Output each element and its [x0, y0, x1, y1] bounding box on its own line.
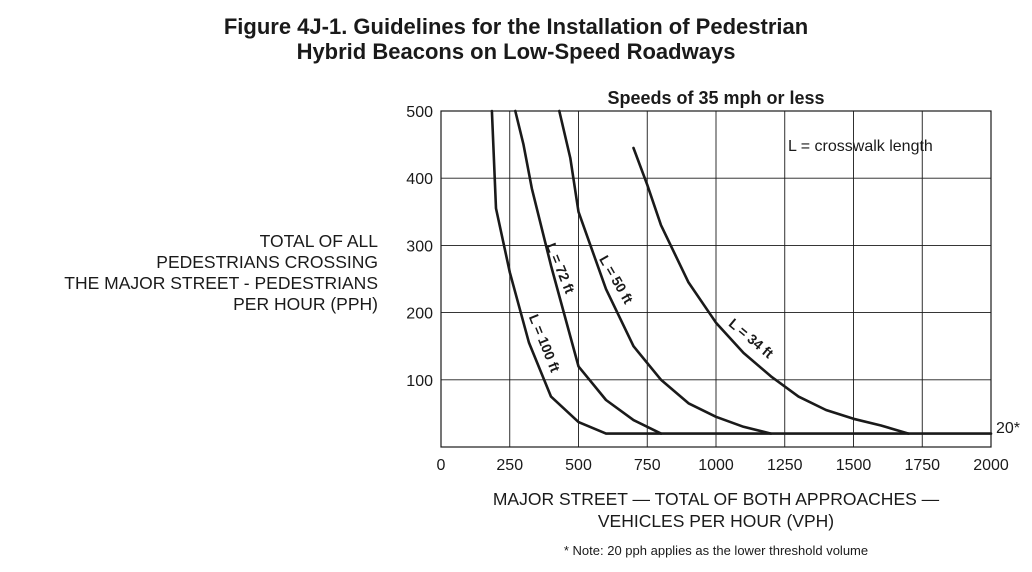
curve-l-50-ft: [557, 109, 773, 435]
chart-title: Figure 4J-1. Guidelines for the Installa…: [0, 14, 1032, 64]
curve-l-100-ft: [490, 109, 993, 435]
x-tick-label: 0: [437, 457, 446, 474]
y-axis-label: TOTAL OF ALL PEDESTRIANS CROSSING THE MA…: [64, 231, 378, 315]
y-tick-label: 300: [406, 238, 433, 255]
y-axis-label-line-2: PEDESTRIANS CROSSING: [156, 252, 378, 272]
threshold-label: 20*: [996, 420, 1020, 437]
curve-label-l-72-ft: L = 72 ft: [543, 241, 578, 296]
crosswalk-length-note: L = crosswalk length: [788, 138, 933, 155]
x-tick-label: 1250: [767, 457, 803, 474]
y-tick-label: 500: [406, 104, 433, 121]
y-axis-label-line-1: TOTAL OF ALL: [259, 231, 378, 251]
y-tick-label: 200: [406, 306, 433, 323]
x-tick-label: 1750: [904, 457, 940, 474]
chart-subtitle: Speeds of 35 mph or less: [607, 88, 824, 108]
y-axis-label-line-3: THE MAJOR STREET - PEDESTRIANS: [64, 273, 378, 293]
grid: [440, 110, 992, 448]
y-axis-label-line-4: PER HOUR (PPH): [233, 294, 378, 314]
footnote: * Note: 20 pph applies as the lower thre…: [563, 543, 869, 558]
x-tick-label: 250: [496, 457, 523, 474]
chart-title-line-2: Hybrid Beacons on Low-Speed Roadways: [296, 39, 736, 64]
x-tick-label: 1000: [698, 457, 734, 474]
x-tick-label: 1500: [836, 457, 872, 474]
chart-title-line-1: Figure 4J-1. Guidelines for the Installa…: [223, 14, 809, 39]
curves: [490, 109, 993, 435]
x-tick-label: 500: [565, 457, 592, 474]
y-tick-label: 400: [406, 171, 433, 188]
tick-labels: 0 250 500 750 1000 1250 1500 1750 2000 100 200 300 4…: [406, 104, 1009, 474]
curve-l-34-ft: [632, 146, 910, 435]
curve-l-72-ft: [513, 109, 663, 435]
x-axis-label: MAJOR STREET — TOTAL OF BOTH APPROACHES …: [432, 488, 1000, 532]
x-tick-label: 750: [634, 457, 661, 474]
x-axis-label-line-1: MAJOR STREET — TOTAL OF BOTH APPROACHES …: [492, 489, 940, 509]
x-tick-label: 2000: [973, 457, 1009, 474]
y-tick-label: 100: [406, 373, 433, 390]
x-axis-label-line-2: VEHICLES PER HOUR (VPH): [597, 511, 835, 531]
curve-label-l-34-ft: L = 34 ft: [726, 315, 777, 362]
curve-label-l-100-ft: L = 100 ft: [526, 312, 564, 375]
